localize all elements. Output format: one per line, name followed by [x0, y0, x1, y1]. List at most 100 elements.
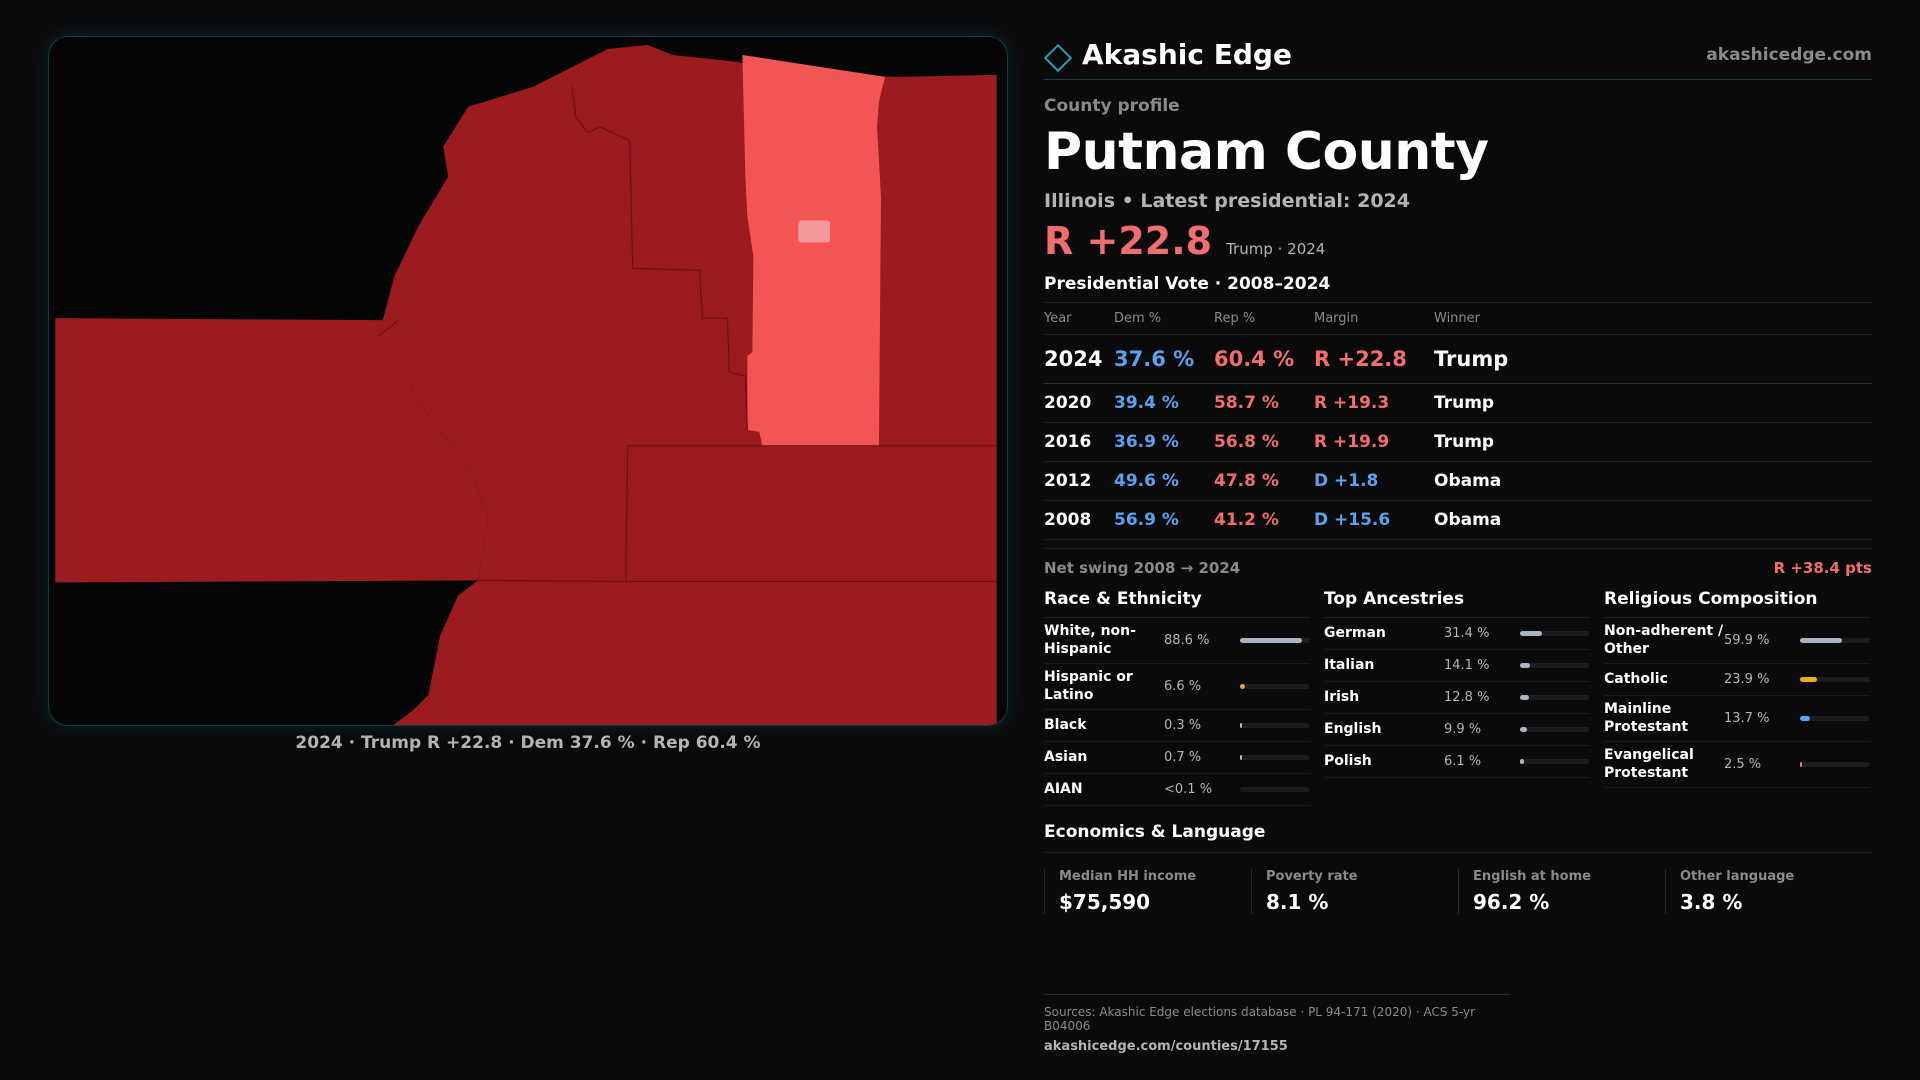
stat-card: English at home 96.2 %: [1458, 869, 1665, 914]
dem-cell: 37.6 %: [1114, 334, 1214, 384]
headline-margin-note: Trump · 2024: [1226, 240, 1326, 258]
share-bar: [1520, 663, 1590, 668]
margin-cell: D +1.8: [1314, 461, 1434, 501]
ancestry-section: Top Ancestries German 31.4 % Italian 14.1 %…: [1324, 589, 1590, 806]
county-map-svg[interactable]: [49, 37, 1007, 725]
county-profile-panel: Akashic Edge akashicedge.com County prof…: [1043, 36, 1872, 914]
map-region-central[interactable]: [378, 44, 997, 725]
stat-label: Median HH income: [1059, 869, 1197, 884]
list-item-value: 31.4 %: [1444, 626, 1490, 641]
sources-text: Sources: Akashic Edge elections database…: [1044, 1005, 1476, 1033]
table-row[interactable]: 2024 37.6 % 60.4 % R +22.8 Trump: [1044, 334, 1872, 384]
rep-cell: 58.7 %: [1214, 383, 1314, 423]
share-bar: [1240, 638, 1310, 643]
map-region-town[interactable]: [798, 220, 831, 243]
share-bar: [1800, 677, 1870, 682]
sources: Sources: Akashic Edge elections database…: [1044, 994, 1510, 1054]
list-item: Mainline Protestant 13.7 %: [1604, 696, 1870, 742]
map-caption: 2024 · Trump R +22.8 · Dem 37.6 % · Rep …: [295, 733, 761, 753]
share-bar-fill: [1520, 631, 1542, 636]
dem-cell: 39.4 %: [1114, 383, 1214, 423]
list-item: White, non-Hispanic 88.6 %: [1044, 618, 1310, 664]
brand-url-link[interactable]: akashicedge.com: [1706, 44, 1872, 65]
list-item-value: <0.1 %: [1164, 782, 1213, 797]
dem-cell: 56.9 %: [1114, 500, 1214, 540]
ancestry-list: German 31.4 % Italian 14.1 % Irish 12.8 % Engl…: [1324, 618, 1590, 778]
share-bar: [1240, 723, 1310, 728]
dem-cell: 49.6 %: [1114, 461, 1214, 501]
list-item-label: Asian: [1044, 748, 1088, 765]
stat-card: Poverty rate 8.1 %: [1251, 869, 1458, 914]
page-subtitle: Illinois • Latest presidential: 2024: [1044, 190, 1411, 212]
religion-list: Non-adherent / Other 59.9 % Catholic 23.9 %…: [1604, 618, 1870, 788]
year-cell: 2024: [1044, 334, 1114, 384]
race-section: Race & Ethnicity White, non-Hispanic 88.6…: [1044, 589, 1310, 806]
list-item: Polish 6.1 %: [1324, 746, 1590, 778]
winner-cell: Trump: [1434, 422, 1872, 462]
rep-cell: 56.8 %: [1214, 422, 1314, 462]
list-item-value: 88.6 %: [1164, 633, 1210, 648]
share-bar: [1800, 716, 1870, 721]
share-bar: [1800, 762, 1870, 767]
table-row[interactable]: 2008 56.9 % 41.2 % D +15.6 Obama: [1044, 500, 1872, 540]
economics-title: Economics & Language: [1044, 822, 1872, 853]
list-item-label: Non-adherent / Other: [1604, 623, 1724, 657]
table-row[interactable]: 2020 39.4 % 58.7 % R +19.3 Trump: [1044, 383, 1872, 423]
map-region-west[interactable]: [55, 318, 489, 583]
rep-cell: 41.2 %: [1214, 500, 1314, 540]
list-item-value: 13.7 %: [1724, 711, 1770, 726]
list-item-label: Irish: [1324, 688, 1360, 705]
header-year: Year: [1044, 302, 1114, 335]
votes-title: Presidential Vote · 2008–2024: [1044, 274, 1331, 294]
table-row[interactable]: 2012 49.6 % 47.8 % D +1.8 Obama: [1044, 461, 1872, 501]
share-bar: [1520, 631, 1590, 636]
stat-card: Other language 3.8 %: [1665, 869, 1872, 914]
race-title: Race & Ethnicity: [1044, 589, 1310, 618]
list-item-value: 9.9 %: [1444, 722, 1482, 737]
county-map[interactable]: [48, 36, 1008, 726]
list-item-label: Polish: [1324, 752, 1372, 769]
winner-cell: Trump: [1434, 383, 1872, 423]
list-item-label: German: [1324, 624, 1386, 641]
list-item-value: 6.6 %: [1164, 679, 1202, 694]
year-cell: 2016: [1044, 422, 1114, 462]
sources-url-link[interactable]: akashicedge.com/counties/17155: [1044, 1039, 1288, 1054]
list-item: Hispanic or Latino 6.6 %: [1044, 664, 1310, 710]
stat-value: 3.8 %: [1680, 890, 1743, 914]
list-item-value: 59.9 %: [1724, 633, 1770, 648]
share-bar: [1800, 638, 1870, 643]
list-item-label: Catholic: [1604, 670, 1668, 687]
votes-header-row: Year Dem % Rep % Margin Winner: [1044, 302, 1872, 335]
table-row[interactable]: 2016 36.9 % 56.8 % R +19.9 Trump: [1044, 422, 1872, 462]
list-item: Catholic 23.9 %: [1604, 664, 1870, 696]
list-item-value: 23.9 %: [1724, 672, 1770, 687]
map-region-lean[interactable]: [742, 54, 885, 446]
diamond-logo-icon: [1043, 43, 1073, 72]
stat-label: Poverty rate: [1266, 869, 1358, 884]
brand[interactable]: Akashic Edge: [1043, 38, 1292, 72]
margin-cell: R +22.8: [1314, 334, 1434, 384]
share-bar-fill: [1520, 727, 1527, 732]
brand-name: Akashic Edge: [1082, 38, 1292, 71]
share-bar-fill: [1800, 638, 1842, 643]
share-bar-fill: [1520, 695, 1529, 700]
economics-grid: Median HH income $75,590 Poverty rate 8.1 %…: [1044, 869, 1872, 914]
list-item-value: 12.8 %: [1444, 690, 1490, 705]
rep-cell: 60.4 %: [1214, 334, 1314, 384]
share-bar-fill: [1240, 684, 1245, 689]
share-bar: [1520, 695, 1590, 700]
race-list: White, non-Hispanic 88.6 % Hispanic or Lat…: [1044, 618, 1310, 806]
stat-value: $75,590: [1059, 890, 1151, 914]
winner-cell: Obama: [1434, 461, 1872, 501]
share-bar-fill: [1800, 677, 1817, 682]
list-item: AIAN <0.1 %: [1044, 774, 1310, 806]
list-item: Asian 0.7 %: [1044, 742, 1310, 774]
list-item-label: Evangelical Protestant: [1604, 747, 1694, 781]
votes-body: 2024 37.6 % 60.4 % R +22.8 Trump 2020 39.4 % 58…: [1044, 334, 1872, 540]
headline-margin-value: R +22.8: [1044, 219, 1213, 263]
list-item-label: Italian: [1324, 656, 1375, 673]
religion-section: Religious Composition Non-adherent / Oth…: [1604, 589, 1870, 806]
list-item: Non-adherent / Other 59.9 %: [1604, 618, 1870, 664]
list-item: Evangelical Protestant 2.5 %: [1604, 742, 1870, 788]
share-bar: [1240, 755, 1310, 760]
